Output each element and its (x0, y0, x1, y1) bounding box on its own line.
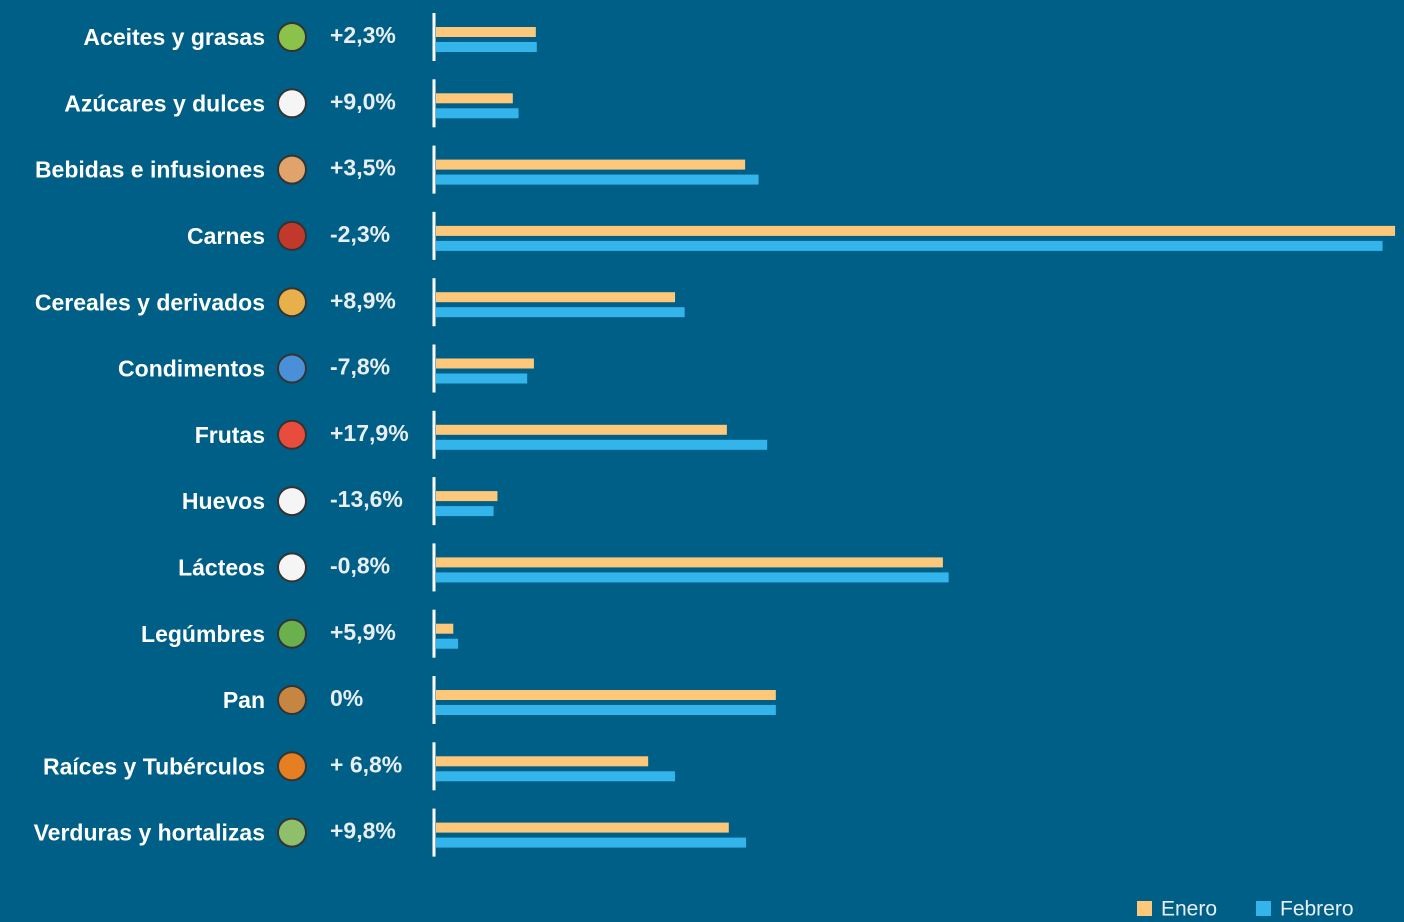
bar (436, 42, 537, 52)
legend-swatch (1256, 901, 1271, 916)
bar (436, 557, 943, 568)
bar (436, 307, 685, 318)
change-label: +17,9% (330, 420, 409, 446)
legend-swatch (1137, 901, 1152, 916)
change-label: + 6,8% (330, 751, 402, 777)
bar (436, 108, 519, 119)
category-label: Huevos (182, 488, 265, 514)
category-label: Condimentos (118, 356, 265, 382)
bar (436, 705, 776, 715)
change-label: -7,8% (330, 354, 390, 380)
category-label: Aceites y grasas (83, 24, 265, 50)
category-label: Cereales y derivados (35, 289, 265, 315)
category-label: Raíces y Tubérculos (43, 753, 265, 779)
bar (436, 771, 676, 782)
bar (436, 690, 776, 700)
category-icon (277, 353, 307, 384)
change-label: -2,3% (330, 221, 390, 247)
category-icon (277, 88, 307, 119)
legend-label: Enero (1161, 898, 1217, 921)
bar (436, 424, 727, 435)
change-label: 0% (330, 685, 363, 711)
category-icon (277, 685, 307, 715)
bar (436, 174, 759, 185)
category-label: Bebidas e infusiones (35, 157, 265, 183)
bar (436, 358, 534, 369)
category-icon (277, 486, 307, 517)
category-icon (277, 618, 307, 649)
bar (436, 572, 949, 583)
change-label: +9,8% (330, 818, 396, 844)
bar (436, 439, 768, 450)
category-icon (277, 287, 307, 318)
category-icon (277, 220, 307, 251)
bar (436, 491, 498, 502)
category-icon (277, 817, 307, 848)
bar (436, 93, 513, 104)
bar (436, 638, 459, 649)
bar (436, 240, 1383, 251)
category-label: Carnes (187, 223, 265, 249)
bar (436, 27, 536, 37)
category-label: Legúmbres (141, 621, 265, 647)
bar (436, 225, 1396, 236)
bar (436, 623, 454, 634)
category-icon (277, 22, 307, 52)
change-label: -13,6% (330, 486, 403, 512)
change-label: +8,9% (330, 287, 396, 313)
change-label: +3,5% (330, 155, 396, 181)
category-icon (277, 552, 307, 583)
bar (436, 159, 746, 170)
category-label: Frutas (195, 422, 265, 448)
category-icon (277, 419, 307, 450)
category-label: Azúcares y dulces (64, 90, 265, 116)
bar (436, 373, 528, 384)
category-icon (277, 751, 307, 782)
bar (436, 837, 747, 848)
change-label: +2,3% (330, 22, 396, 48)
bar (436, 756, 649, 767)
bar (436, 292, 676, 303)
legend-label: Febrero (1280, 898, 1354, 921)
category-icon (277, 154, 307, 185)
change-label: -0,8% (330, 552, 390, 578)
change-label: +5,9% (330, 619, 396, 645)
category-label: Verduras y hortalizas (34, 820, 265, 846)
bar (436, 822, 729, 833)
category-label: Pan (223, 687, 265, 713)
category-label: Lácteos (178, 554, 265, 580)
bar (436, 506, 494, 517)
change-label: +9,0% (330, 88, 396, 114)
